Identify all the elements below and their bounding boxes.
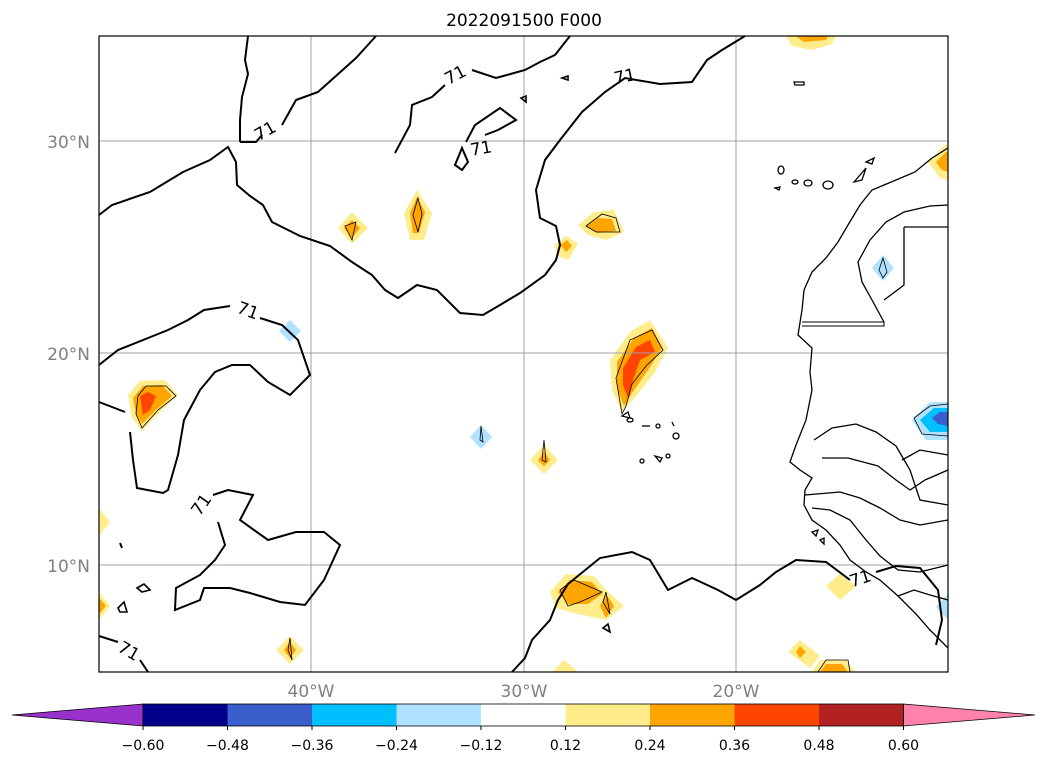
lat-label-10n: 10°N [47,557,90,577]
anomaly-patch [538,452,550,466]
contour-outlines-fine [135,196,949,673]
contour-label: 71 [612,65,637,89]
anomaly-patch [820,664,848,672]
anomaly-patch [410,197,425,233]
lon-label-20w: 20°W [713,682,760,702]
shaded-anomaly-layer [99,36,948,672]
anomaly-patch [586,218,616,233]
lat-axis-labels: 30°N 20°N 10°N [47,133,90,577]
colorbar-tick-label: 0.48 [803,738,834,754]
map-panel: 71 71 71 71 71 71 71 71 [98,35,949,673]
colorbar-tick-label: −0.24 [375,738,418,754]
colorbar-outline [142,703,904,727]
colorbar-swatch [819,704,904,726]
anomaly-patch [99,508,110,536]
colorbar-tick-label: −0.36 [291,738,334,754]
islands [620,81,876,546]
colorbar-tick-label: 0.24 [634,738,665,754]
chart-title: 2022091500 F000 [446,11,602,31]
anomaly-patch [796,36,828,42]
anomaly-patch [936,594,948,620]
grid-lines [99,36,948,672]
lat-label-20n: 20°N [47,345,90,365]
colorbar-tick-label: 0.36 [719,738,750,754]
lon-label-40w: 40°W [288,682,335,702]
small-contour-rings [117,74,612,634]
colorbar: −0.60 −0.48 −0.36 −0.24 −0.12 0.12 0.24 0.36 0.4… [11,703,1036,754]
colorbar-tick-label: 0.12 [550,738,581,754]
anomaly-patch [796,646,806,658]
colorbar-swatch [227,704,313,726]
colorbar-swatch [143,704,228,726]
coastlines [789,147,949,649]
anomaly-patch [826,574,856,600]
colorbar-swatch [312,704,397,726]
colorbar-ticks: −0.60 −0.48 −0.36 −0.24 −0.12 0.12 0.24 0.36 0.4… [122,726,919,754]
anomaly-patch [470,425,492,449]
colorbar-swatch [650,704,735,726]
anomaly-patch [558,580,602,604]
anomaly-patch [932,412,948,426]
contour-lines-71 [98,35,944,673]
lat-label-30n: 30°N [47,133,90,153]
map-frame [98,35,949,673]
colorbar-swatch [481,704,566,726]
anomaly-patch [284,642,296,658]
anomaly-patch [936,152,948,172]
lon-label-30w: 30°W [501,682,548,702]
anomaly-patch [560,240,572,252]
anomaly-patch [872,255,894,281]
colorbar-tick-label: 0.60 [888,738,919,754]
anomaly-patch [552,660,578,672]
anomaly-patch [99,598,106,614]
colorbar-tick-label: −0.60 [122,738,165,754]
colorbar-swatch [396,704,482,726]
colorbar-extend-high [903,703,1036,727]
colorbar-extend-low [11,703,144,727]
colorbar-swatch [734,704,820,726]
colorbar-tick-label: −0.12 [460,738,503,754]
colorbar-tick-label: −0.48 [206,738,249,754]
colorbar-swatches [11,703,1036,727]
lon-axis-labels: 40°W 30°W 20°W [288,682,760,702]
anomaly-patch [623,340,655,398]
colorbar-swatch [565,704,651,726]
contour-label: 71 [469,137,494,160]
anomaly-patch [140,392,156,415]
